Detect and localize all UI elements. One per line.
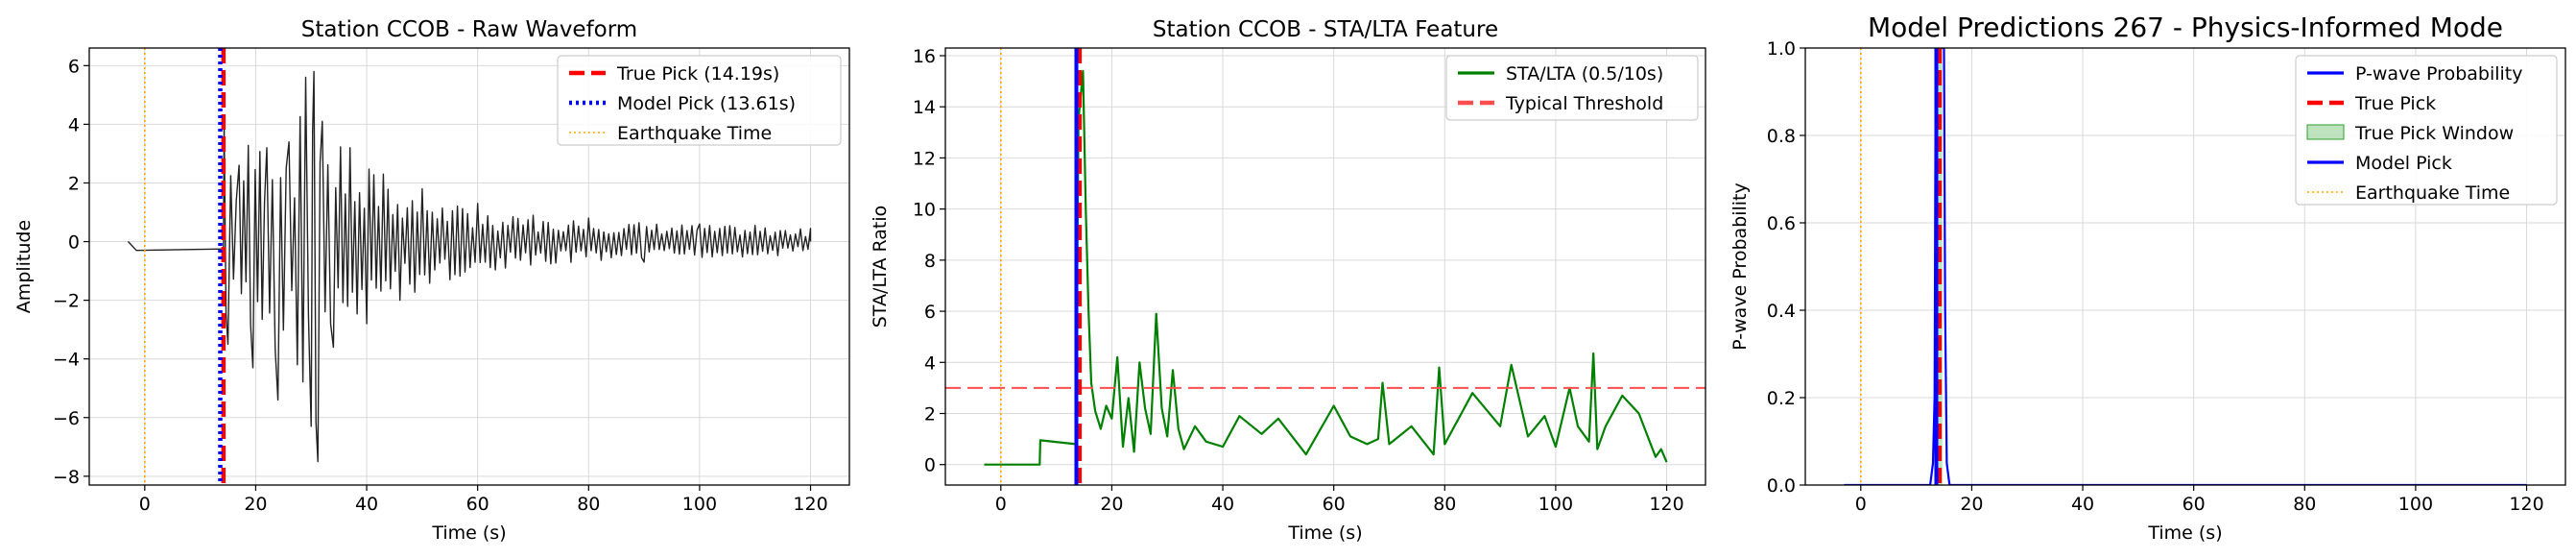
legend-swatch — [2306, 124, 2345, 140]
y-tick-label: 16 — [913, 46, 936, 67]
x-tick-label: 100 — [2398, 494, 2433, 515]
legend-label: True Pick — [2354, 93, 2436, 114]
legend-label: STA/LTA (0.5/10s) — [1506, 63, 1663, 85]
legend-box — [1445, 55, 1699, 121]
y-axis-label: P-wave Probability — [1729, 182, 1751, 351]
y-tick-label: 0.4 — [1767, 301, 1796, 322]
legend-label: Model Pick (13.61s) — [617, 93, 796, 114]
legend-box — [2295, 55, 2558, 206]
y-tick-label: 6 — [924, 302, 936, 323]
y-tick-label: 1.0 — [1767, 38, 1796, 60]
legend-label: Typical Threshold — [1505, 93, 1663, 114]
x-tick-label: 120 — [1649, 494, 1683, 515]
plot-area — [1844, 48, 2527, 485]
chart-panel-3: 0 20 40 60 80 100 120 0.0 0.2 0.4 0.6 0.8 1.0 Model P… — [1729, 12, 2566, 544]
x-axis-label: Time (s) — [431, 523, 506, 544]
x-tick-label: 20 — [1960, 494, 1983, 515]
y-tick-label: 0.0 — [1767, 475, 1796, 497]
y-tick-label: 2 — [68, 173, 80, 194]
x-tick-label: 60 — [1323, 494, 1346, 515]
axes-frame — [1804, 47, 2566, 486]
y-tick-label: 0 — [924, 455, 936, 476]
x-tick-label: 100 — [1538, 494, 1573, 515]
x-tick-label: 60 — [2182, 494, 2206, 515]
series-line — [984, 69, 1668, 466]
legend-label: True Pick Window — [2354, 123, 2514, 144]
x-axis-label: Time (s) — [1287, 523, 1362, 544]
x-tick-label: 20 — [1100, 494, 1123, 515]
x-tick-label: 20 — [244, 494, 267, 515]
x-tick-label: 100 — [682, 494, 717, 515]
x-tick-label: 40 — [355, 494, 378, 515]
x-tick-label: 80 — [2293, 494, 2316, 515]
x-tick-label: 80 — [1433, 494, 1456, 515]
legend-label: Model Pick — [2355, 153, 2452, 174]
legend: STA/LTA (0.5/10s) Typical Threshold — [1445, 55, 1699, 121]
y-tick-label: −4 — [53, 350, 80, 371]
axes-frame — [88, 47, 850, 486]
y-tick-label: −6 — [53, 408, 80, 429]
y-tick-label: 0 — [68, 232, 80, 254]
legend-label: True Pick (14.19s) — [616, 63, 779, 85]
chart-panel-2: 0 20 40 60 80 100 120 0 2 4 6 8 10 12 14 16 Station CCOB… — [870, 17, 1706, 544]
y-tick-label: 4 — [924, 352, 936, 374]
x-tick-label: 120 — [2509, 494, 2543, 515]
x-tick-label: 120 — [793, 494, 827, 515]
y-tick-label: 14 — [913, 97, 936, 118]
legend-label: Earthquake Time — [2355, 182, 2510, 204]
x-axis-label: Time (s) — [2147, 523, 2222, 544]
plot-area — [945, 48, 1705, 485]
legend: P-wave Probability True Pick True Pick Win… — [2295, 55, 2558, 206]
y-tick-label: 6 — [68, 56, 80, 77]
y-tick-label: 0.8 — [1767, 126, 1796, 147]
chart-title: Station CCOB - Raw Waveform — [301, 17, 637, 42]
y-tick-label: 0.6 — [1767, 213, 1796, 234]
legend-label: P-wave Probability — [2355, 63, 2523, 85]
x-tick-label: 40 — [2071, 494, 2094, 515]
y-axis-label: Amplitude — [13, 220, 35, 313]
y-tick-label: −2 — [53, 291, 80, 312]
legend-label: Earthquake Time — [617, 123, 772, 144]
true-pick-window — [1936, 48, 1943, 485]
y-tick-label: 2 — [924, 403, 936, 425]
x-tick-label: 80 — [577, 494, 600, 515]
y-tick-label: 8 — [924, 251, 936, 272]
plot-area — [127, 48, 812, 485]
x-tick-label: 0 — [139, 494, 151, 515]
chart-title: Station CCOB - STA/LTA Feature — [1153, 17, 1498, 42]
y-tick-label: 4 — [68, 114, 80, 135]
y-tick-label: 12 — [913, 148, 936, 169]
series-line — [1844, 48, 2527, 485]
series-line — [127, 70, 812, 463]
y-tick-label: −8 — [53, 467, 80, 488]
y-tick-label: 0.2 — [1767, 388, 1796, 409]
y-tick-label: 10 — [913, 200, 936, 221]
x-tick-label: 0 — [1855, 494, 1867, 515]
legend-box — [557, 55, 842, 146]
chart-title: Model Predictions 267 - Physics-Informed… — [1868, 12, 2503, 43]
y-axis-label: STA/LTA Ratio — [870, 206, 891, 328]
x-tick-label: 0 — [995, 494, 1007, 515]
legend: True Pick (14.19s) Model Pick (13.61s) Ear… — [557, 55, 842, 146]
chart-panel-1: 0 20 40 60 80 100 120 −8 −6 −4 −2 0 2 4 6 Station CCOB … — [13, 17, 850, 544]
x-tick-label: 40 — [1211, 494, 1234, 515]
x-tick-label: 60 — [466, 494, 489, 515]
axes-frame — [944, 47, 1706, 486]
